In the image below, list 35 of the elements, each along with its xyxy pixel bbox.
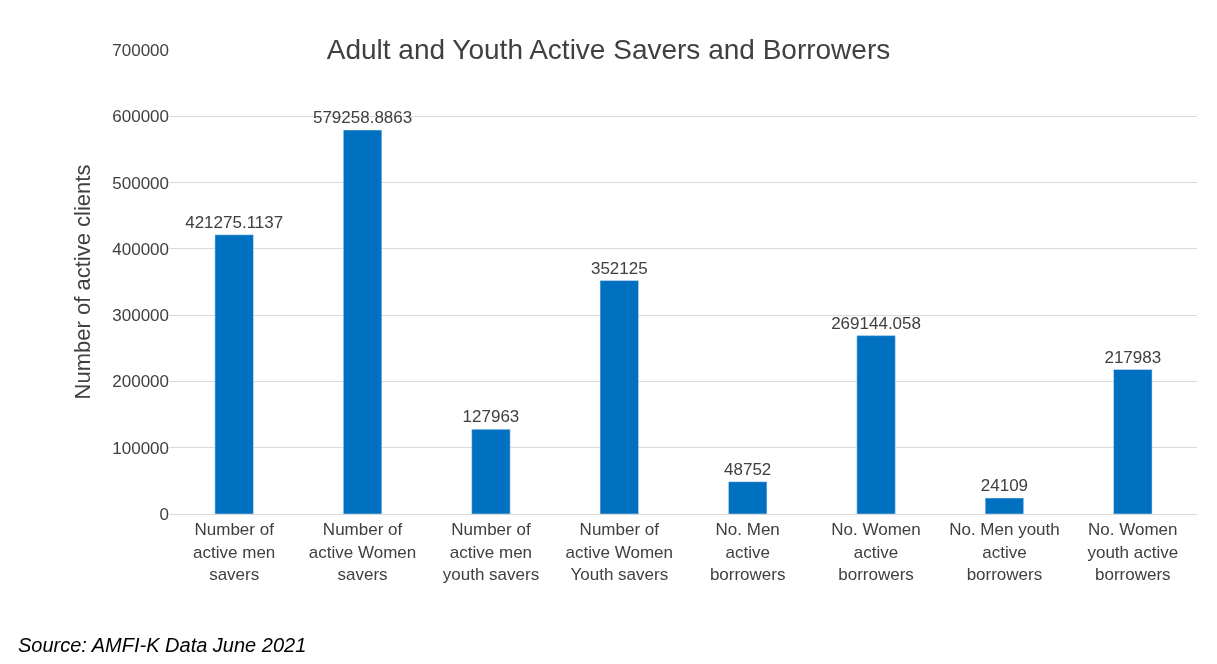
y-axis-title: Number of active clients — [70, 164, 96, 400]
bar — [856, 335, 896, 514]
data-label: 48752 — [724, 459, 772, 479]
y-tick-label: 500000 — [112, 173, 169, 193]
chart-title: Adult and Youth Active Savers and Borrowers — [326, 34, 891, 66]
x-tick-label: No. Women active borrowers — [831, 520, 921, 584]
bar — [599, 280, 639, 514]
y-tick-label: 300000 — [112, 306, 169, 326]
x-tick-label: No. Women youth active borrowers — [1087, 520, 1179, 584]
x-tick-label: Number of active men youth savers — [442, 520, 540, 584]
x-tick-label: No. Men youth active borrowers — [949, 520, 1060, 584]
x-tick-label: Number of active men savers — [193, 520, 276, 584]
y-tick-label: 100000 — [112, 438, 169, 458]
bar — [214, 234, 254, 514]
y-tick-label: 600000 — [112, 107, 169, 127]
data-label: 352125 — [590, 258, 648, 278]
data-label: 421275.1137 — [185, 212, 284, 232]
bar — [1113, 369, 1153, 514]
data-label: 24109 — [980, 476, 1029, 496]
bar — [984, 497, 1024, 514]
x-tick-label: Number of active Women Youth savers — [565, 520, 674, 584]
y-tick-label: 0 — [159, 504, 169, 524]
x-tick-label: Number of active Women savers — [308, 520, 417, 584]
bar — [728, 481, 768, 514]
source-note: Source: AMFI-K Data June 2021 — [18, 634, 307, 656]
data-label: 127963 — [462, 407, 520, 427]
data-label: 579258.8863 — [312, 108, 413, 128]
y-tick-label: 400000 — [112, 239, 169, 259]
y-tick-label: 700000 — [112, 40, 169, 60]
bar — [471, 428, 511, 514]
bar — [343, 129, 383, 514]
x-tick-label: No. Men active borrowers — [709, 520, 786, 584]
data-label: 269144.058 — [831, 313, 921, 333]
y-tick-label: 200000 — [112, 372, 169, 392]
data-label: 217983 — [1104, 347, 1162, 367]
